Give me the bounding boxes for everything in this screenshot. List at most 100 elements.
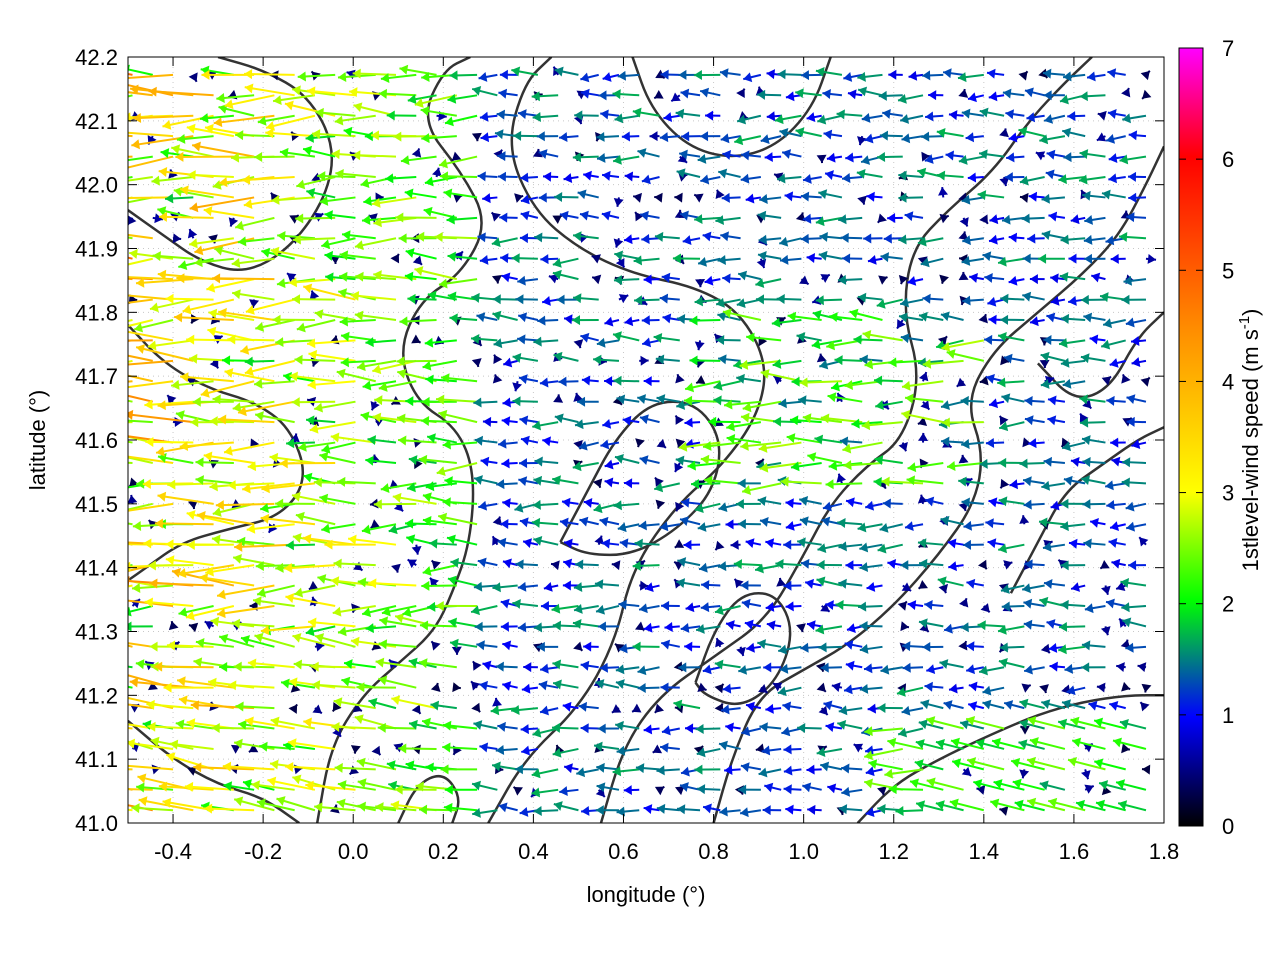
wind-arrow-head bbox=[149, 302, 159, 313]
wind-arrow bbox=[128, 409, 194, 424]
wind-arrow bbox=[471, 358, 482, 368]
wind-arrow-head bbox=[1070, 214, 1080, 225]
wind-arrow-head bbox=[1100, 626, 1111, 636]
wind-arrow bbox=[321, 523, 356, 534]
wind-arrow-head bbox=[260, 625, 270, 636]
wind-arrow bbox=[843, 684, 863, 695]
wind-arrow-head bbox=[314, 402, 323, 413]
wind-arrow-head bbox=[915, 739, 925, 749]
wind-arrow bbox=[131, 803, 174, 814]
wind-arrow-head bbox=[984, 272, 993, 283]
wind-arrow-head bbox=[820, 602, 830, 612]
wind-arrow-head bbox=[961, 439, 970, 449]
wind-arrow bbox=[371, 196, 417, 208]
wind-arrow-head bbox=[1060, 498, 1069, 509]
wind-arrow-head bbox=[941, 417, 950, 428]
wind-arrow bbox=[512, 396, 538, 407]
wind-arrow-head bbox=[1042, 541, 1052, 552]
wind-arrow-head bbox=[959, 598, 969, 608]
contour-line bbox=[599, 57, 1093, 823]
wind-arrow-shaft bbox=[260, 516, 316, 526]
wind-arrow-head bbox=[641, 174, 651, 185]
wind-arrow-head bbox=[553, 679, 562, 690]
wind-arrow-head bbox=[562, 580, 571, 591]
wind-arrow-head bbox=[596, 782, 606, 793]
wind-arrow-head bbox=[962, 539, 972, 550]
wind-arrow bbox=[684, 417, 701, 428]
wind-arrow bbox=[745, 701, 762, 712]
wind-arrow-shaft bbox=[128, 787, 133, 791]
wind-arrow-head bbox=[578, 701, 588, 712]
wind-arrow-shaft bbox=[260, 625, 316, 632]
wind-arrow bbox=[987, 538, 1005, 549]
wind-arrow-head bbox=[679, 516, 689, 526]
wind-arrow bbox=[904, 211, 924, 222]
wind-arrow bbox=[785, 804, 802, 815]
wind-arrow bbox=[778, 398, 802, 409]
wind-arrow-head bbox=[1060, 313, 1070, 324]
wind-arrow bbox=[175, 719, 214, 730]
wind-arrow bbox=[216, 584, 275, 600]
wind-arrow-head bbox=[745, 538, 755, 549]
wind-arrow bbox=[1009, 479, 1025, 490]
wind-arrow bbox=[595, 679, 620, 689]
wind-arrow-head bbox=[902, 641, 911, 652]
wind-arrow-head bbox=[949, 683, 958, 694]
wind-arrow bbox=[612, 766, 640, 777]
wind-arrow bbox=[583, 641, 599, 652]
wind-arrow bbox=[1024, 415, 1045, 426]
wind-arrow-head bbox=[246, 523, 256, 534]
wind-arrow-shaft bbox=[267, 778, 316, 791]
wind-arrow bbox=[941, 436, 964, 447]
wind-arrow bbox=[553, 801, 579, 812]
wind-arrow-head bbox=[520, 210, 530, 221]
wind-arrow-head bbox=[270, 759, 279, 770]
wind-arrow bbox=[501, 458, 518, 469]
wind-arrow bbox=[1082, 456, 1106, 467]
wind-arrow-head bbox=[776, 577, 787, 587]
wind-arrow bbox=[518, 476, 539, 487]
wind-arrow-head bbox=[675, 374, 685, 384]
wind-arrow-head bbox=[904, 211, 914, 222]
wind-arrow-head bbox=[398, 435, 407, 446]
wind-arrow bbox=[393, 742, 404, 753]
wind-arrow-head bbox=[1079, 413, 1089, 423]
wind-arrow-shaft bbox=[128, 196, 174, 199]
wind-arrow-head bbox=[375, 657, 385, 668]
wind-arrow-head bbox=[661, 725, 671, 736]
wind-arrow-head bbox=[696, 747, 706, 758]
wind-arrow-head bbox=[511, 705, 520, 715]
wind-arrow-head bbox=[233, 553, 242, 564]
wind-arrow-head bbox=[798, 395, 807, 406]
wind-arrow bbox=[333, 558, 376, 569]
wind-arrow-head bbox=[619, 643, 628, 654]
wind-arrow bbox=[227, 480, 275, 491]
wind-arrow-head bbox=[968, 681, 978, 692]
wind-arrow bbox=[284, 762, 336, 772]
wind-arrow-head bbox=[128, 326, 129, 329]
wind-arrow bbox=[1010, 757, 1045, 771]
wind-arrow-head bbox=[1083, 538, 1092, 549]
wind-arrow-head bbox=[702, 231, 712, 242]
wind-arrow-head bbox=[689, 315, 698, 326]
wind-arrow bbox=[438, 512, 478, 526]
wind-arrow-head bbox=[429, 538, 438, 549]
wind-arrow bbox=[138, 796, 194, 812]
wind-arrow bbox=[615, 679, 640, 689]
wind-arrow-head bbox=[637, 665, 647, 676]
wind-arrow bbox=[577, 189, 599, 200]
wind-arrow-head bbox=[540, 663, 549, 674]
wind-arrow bbox=[283, 562, 336, 573]
wind-arrow-head bbox=[362, 607, 372, 618]
wind-arrow bbox=[887, 737, 924, 750]
wind-arrow-head bbox=[619, 538, 629, 549]
wind-arrow-head bbox=[253, 596, 262, 607]
wind-arrow-head bbox=[513, 786, 523, 796]
wind-arrow-head bbox=[1126, 394, 1136, 404]
wind-arrow bbox=[937, 576, 964, 587]
wind-arrow-head bbox=[195, 475, 204, 486]
wind-arrow-shaft bbox=[217, 418, 275, 424]
wind-arrow bbox=[779, 236, 802, 247]
wind-arrow-head bbox=[684, 641, 693, 652]
